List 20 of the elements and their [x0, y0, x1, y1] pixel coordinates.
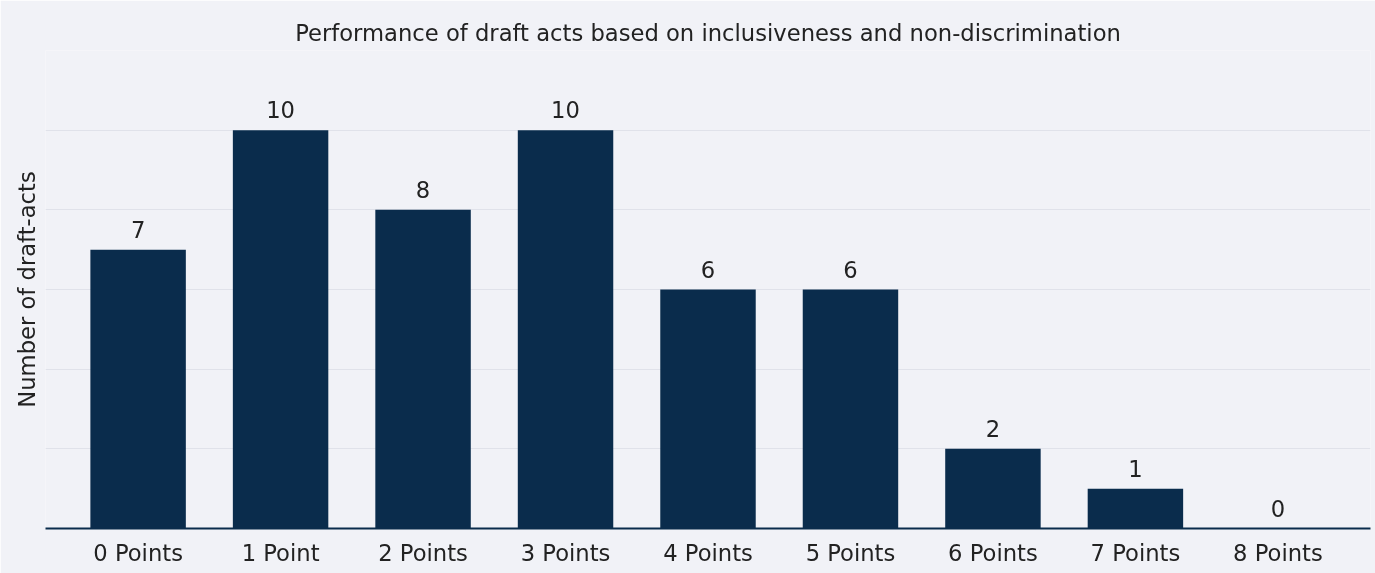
data-label: 2	[985, 415, 1001, 442]
chart-title: Performance of draft acts based on inclusiveness and non-discrimination	[295, 19, 1121, 46]
data-label: 1	[1128, 455, 1143, 482]
data-label: 6	[843, 256, 858, 283]
x-tick-label: 5 Points	[805, 539, 896, 566]
x-tick-label: 4 Points	[663, 539, 753, 566]
data-label: 0	[1270, 495, 1286, 522]
data-label: 10	[551, 97, 580, 124]
x-tick-label: 1 Point	[241, 539, 320, 566]
data-label: 6	[700, 256, 716, 283]
x-tick-label: 0 Points	[93, 539, 183, 566]
y-axis-title: Number of draft-acts	[13, 171, 40, 408]
x-tick-label: 3 Points	[520, 539, 611, 566]
x-tick-label: 2 Points	[378, 539, 468, 566]
x-tick-label: 7 Points	[1090, 539, 1181, 566]
data-label: 8	[415, 176, 431, 203]
x-tick-label: 6 Points	[948, 539, 1038, 566]
data-label: 10	[266, 97, 296, 124]
data-label: 7	[130, 216, 146, 243]
x-tick-label: 8 Points	[1233, 539, 1323, 566]
